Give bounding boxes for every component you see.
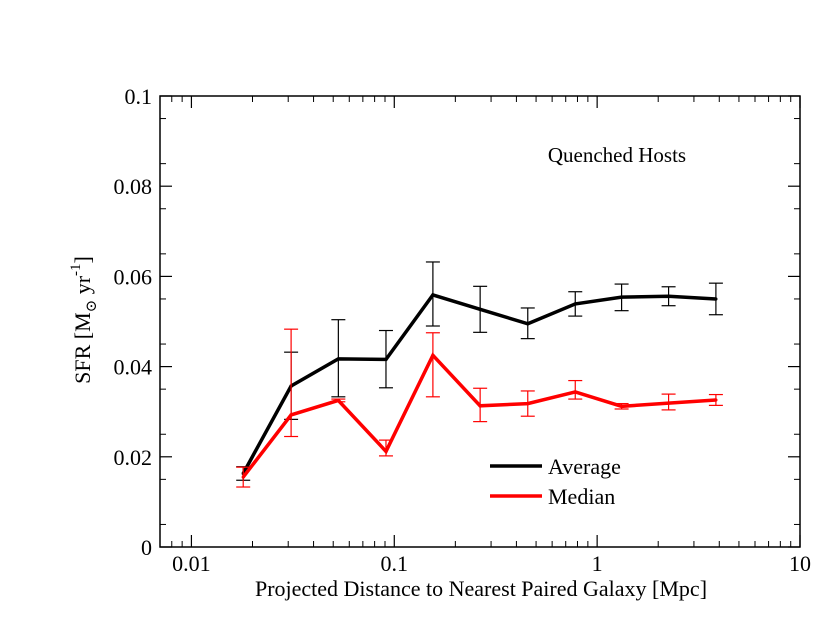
y-tick-label: 0 [141,535,152,560]
x-axis-label: Projected Distance to Nearest Paired Gal… [255,576,707,601]
median-data-point [478,404,482,408]
median-data-point [526,401,530,406]
average-data-point [666,294,671,298]
y-axis-label: SFR [M⊙ yr-1] [68,256,100,384]
average-data-point [526,322,530,326]
average-data-point [478,307,482,311]
chart-annotation: Quenched Hosts [548,143,686,167]
y-axis-label-sun-symbol: ⊙ [84,300,100,313]
median-data-point [336,398,340,403]
median-data-point [620,404,624,408]
average-data-point [431,293,435,297]
y-axis-label-end: ] [70,256,95,263]
x-tick-label: 1 [592,551,603,576]
y-tick-label: 0.1 [125,84,153,109]
y-tick-label: 0.02 [114,445,153,470]
median-data-point [431,353,435,357]
legend-label-average: Average [548,454,621,479]
x-tick-label: 0.01 [172,551,211,576]
median-data-point [384,449,388,453]
y-axis-label-main: SFR [M [70,312,95,384]
average-data-point [573,302,577,306]
x-tick-label: 10 [789,551,811,576]
plot-frame [159,95,801,548]
median-data-point [241,475,245,479]
x-tick-label: 0.1 [381,551,409,576]
y-tick-label: 0.08 [114,174,153,199]
y-axis-label-exponent: -1 [68,263,84,276]
y-tick-label: 0.04 [114,355,153,380]
y-axis-label-unit: yr [70,275,95,300]
median-data-point [289,413,293,417]
average-data-point [714,297,718,301]
legend-label-median: Median [548,484,615,509]
y-tick-label: 0.06 [114,264,153,289]
median-data-point [714,398,718,402]
median-data-point [666,401,671,405]
plot-layer: 0 0.02 0.04 0.06 0.08 0.1 0.01 0.1 1 10 Average Med… [114,84,812,576]
average-data-point [384,357,388,361]
average-data-point [620,295,624,299]
median-data-point [573,390,577,394]
average-data-point [336,357,340,361]
